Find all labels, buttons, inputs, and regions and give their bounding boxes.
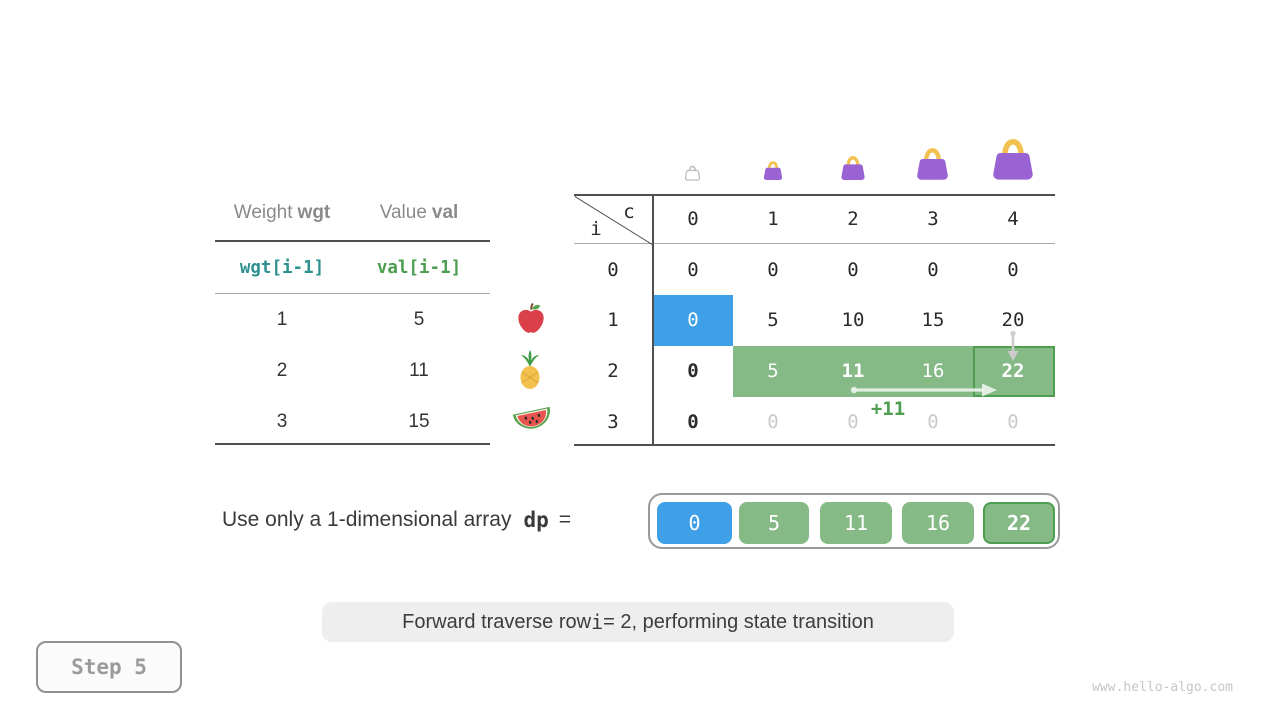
item-value-3: 15 [408,411,430,432]
dp-table-bottom-rule [574,444,1055,446]
items-table-bottom-rule [215,443,490,445]
item-weight-2: 2 [276,360,288,381]
dp-array-sentence: Use only a 1-dimensional array dp = [222,508,571,532]
pineapple-icon [520,350,540,389]
caption-prefix: Forward traverse row [402,610,592,633]
caption-suffix: = 2, performing state transition [603,610,874,633]
dp-array-cell-3: 16 [902,502,974,544]
weight-column-header: Weight wgt [234,202,331,224]
row-header-2: 2 [607,360,619,382]
col-header-3: 3 [927,208,939,230]
dp-array-cell-1: 5 [739,502,809,544]
dp-cell-3-0: 0 [687,411,699,433]
item-value-1: 5 [413,309,425,330]
dp-cell-2-0: 0 [687,360,699,382]
items-table-formula-rule [215,293,490,294]
handbag-icon [841,156,865,181]
row-header-0: 0 [607,259,619,281]
dp-cell-1-2: 10 [841,309,865,331]
equals-sign: = [558,508,572,531]
value-label: Value [379,202,427,223]
dp-cell-1-0: 0 [687,309,699,331]
caption-pill: Forward traverse row i = 2, performing s… [322,602,954,642]
dp-cell-2-1: 5 [767,360,779,382]
handbag-icon [917,148,948,180]
dp-cell-0-1: 0 [767,259,779,281]
dp-array-cell-0: 0 [657,502,732,544]
col-header-4: 4 [1007,208,1019,230]
val-formula: val[i-1] [376,258,462,278]
wgt-formula: wgt[i-1] [239,258,325,278]
dp-var-label: dp [523,508,549,532]
row-header-3: 3 [607,411,619,433]
col-header-2: 2 [847,208,859,230]
apple-icon [518,302,544,333]
caption-var: i [591,610,604,634]
dp-cell-3-3: 0 [927,411,939,433]
dp-cell-highlight-blue [653,295,733,346]
dp-cell-0-2: 0 [847,259,859,281]
corner-row-var: i [590,218,602,240]
dp-cell-0-0: 0 [687,259,699,281]
dp-cell-3-2: 0 [847,411,859,433]
dp-array-cell-4: 22 [983,502,1055,544]
dp-table-top-rule [574,194,1055,196]
watermark: www.hello-algo.com [1092,680,1233,695]
value-column-header: Value val [380,202,459,224]
dp-cell-2-3: 16 [921,360,945,382]
dp-cell-3-1: 0 [767,411,779,433]
items-table-header-rule [215,240,490,242]
dp-cell-0-3: 0 [927,259,939,281]
dp-cell-1-4: 20 [1001,309,1025,331]
wgt-code-label: wgt [297,202,331,223]
dp-cell-3-4: 0 [1007,411,1019,433]
handbag-icon [993,139,1033,180]
dp-cell-2-4: 22 [1001,360,1025,382]
dp-table-diagonal-rule [574,196,654,246]
corner-col-var: c [623,201,635,223]
right-arrow-icon [850,383,997,397]
col-header-0: 0 [687,208,699,230]
val-code-label: val [431,202,459,223]
down-arrow-icon [1007,330,1019,361]
weight-label: Weight [233,202,293,223]
watermelon-icon [512,406,550,429]
handbag-icon [763,161,783,181]
dp-array-container: 0 5 11 16 22 [648,493,1060,549]
dp-cell-1-1: 5 [767,309,779,331]
item-value-2: 11 [409,360,429,381]
step-badge: Step 5 [36,641,182,693]
row-header-1: 1 [607,309,619,331]
dp-cell-2-2: 11 [841,360,865,382]
dp-cell-0-4: 0 [1007,259,1019,281]
dp-cell-1-3: 15 [921,309,945,331]
dp-table-vertical-rule [652,194,654,445]
plus-value-annotation: +11 [870,398,906,420]
col-header-1: 1 [767,208,779,230]
item-weight-1: 1 [276,309,288,330]
dp-array-cell-2: 11 [820,502,892,544]
item-weight-3: 3 [276,411,288,432]
dp-table-header-rule [574,243,1055,244]
empty-bag-icon [684,165,701,181]
dp-array-sentence-text: Use only a 1-dimensional array [222,508,512,531]
